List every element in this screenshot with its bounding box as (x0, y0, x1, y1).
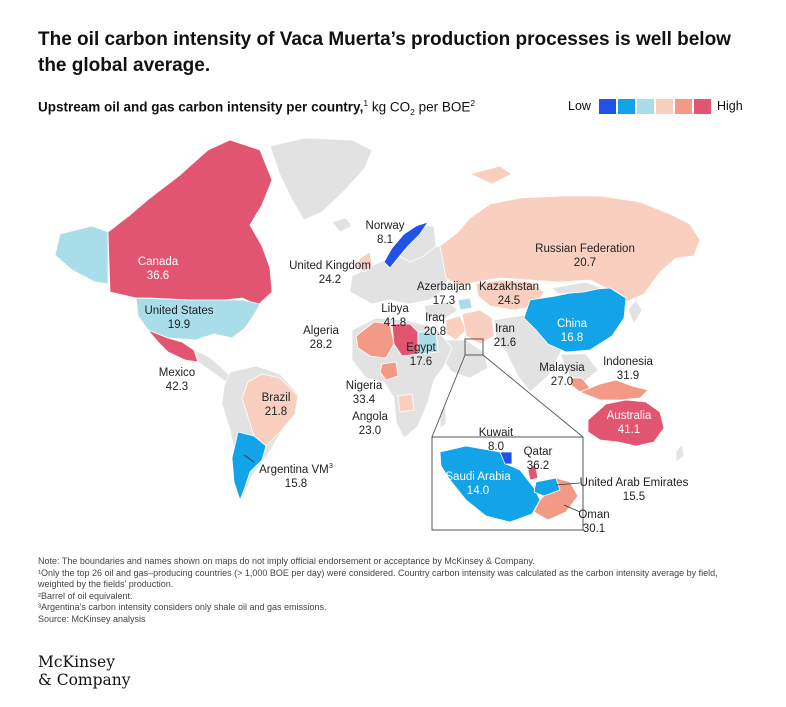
label-saudi-arabia: Saudi Arabia 14.0 (445, 471, 511, 497)
label-qatar: Qatar 36.2 (523, 446, 553, 472)
color-legend: Low High (568, 97, 743, 115)
legend-swatch-1 (598, 98, 616, 114)
legend-swatch-5 (674, 98, 692, 114)
legend-swatch-3 (636, 98, 654, 114)
logo-line-1: McKinsey (38, 653, 115, 671)
angola-shape (397, 393, 415, 413)
gulf-highlight-box (464, 338, 484, 356)
qatar-shape (527, 463, 539, 481)
source-line: Source: McKinsey analysis (38, 613, 146, 624)
label-libya: Libya 41.8 (381, 303, 409, 329)
footnote-2: ²Barrel of oil equivalent. (38, 590, 133, 601)
label-angola: Angola 23.0 (352, 411, 388, 437)
label-canada: Canada 36.6 (137, 256, 179, 282)
inset-connector-left (431, 354, 466, 438)
label-algeria: Algeria 28.2 (303, 325, 339, 351)
australia-shape (587, 399, 665, 447)
oman-shape (533, 477, 579, 521)
label-norway: Norway 8.1 (365, 220, 405, 246)
label-mexico: Mexico 42.3 (158, 367, 196, 393)
argentina-shape (231, 431, 267, 501)
chart-title: The oil carbon intensity of Vaca Muerta’… (38, 29, 731, 76)
label-china: China 16.8 (556, 318, 588, 344)
label-nigeria: Nigeria 33.4 (345, 380, 383, 406)
leader-line-oman (563, 504, 581, 513)
subtitle-unit-sub: 2 (410, 107, 415, 118)
label-united-arab-emirates: United Arab Emirates 15.5 (579, 477, 689, 503)
note-line: Note: The boundaries and names shown on … (38, 556, 535, 566)
label-united-states: United States 19.9 (144, 305, 214, 331)
algeria-shape (355, 321, 395, 359)
legend-swatch-6 (693, 98, 711, 114)
iceland-shape (331, 217, 353, 233)
label-russian-federation: Russian Federation 20.7 (535, 243, 635, 269)
russia-shape (439, 195, 701, 303)
footnote-1: ¹Only the top 26 oil and gas–producing c… (38, 567, 718, 590)
leader-line-argentina (243, 454, 255, 463)
egypt-shape (417, 331, 439, 355)
label-united-kingdom: United Kingdom 24.2 (289, 260, 371, 286)
kuwait-shape (499, 451, 513, 465)
label-brazil: Brazil 21.8 (261, 392, 291, 418)
subtitle-unit-footnote: 2 (470, 98, 476, 108)
subtitle-main: Upstream oil and gas carbon intensity pe… (38, 99, 364, 115)
label-kazakhstan: Kazakhstan 24.5 (478, 281, 540, 307)
legend-high-label: High (716, 99, 743, 113)
japan-shape (627, 299, 643, 325)
leader-line-uae (555, 482, 581, 486)
legend-swatch-4 (655, 98, 673, 114)
nigeria-shape (379, 361, 399, 381)
mckinsey-logo: McKinsey & Company (38, 653, 131, 689)
label-oman: Oman 30.1 (578, 509, 610, 535)
legend-swatch-2 (617, 98, 635, 114)
iran-shape (461, 309, 495, 345)
label-iran: Iran 21.6 (493, 323, 517, 349)
mongolia-shape (551, 281, 603, 295)
turkey-shape (423, 301, 459, 319)
azerbaijan-shape (457, 297, 473, 311)
map-subtitle: Upstream oil and gas carbon intensity pe… (38, 94, 475, 121)
label-kuwait: Kuwait 8.0 (478, 427, 514, 453)
label-malaysia: Malaysia 27.0 (539, 362, 585, 388)
uk-shape (356, 251, 373, 273)
greenland-shape (269, 137, 373, 221)
inset-connector-right (482, 354, 584, 438)
alaska-shape (54, 225, 109, 285)
subtitle-footnote: 1 (363, 98, 369, 108)
iraq-shape (445, 315, 467, 341)
indonesia-shape (579, 379, 649, 401)
footnote-3: ³Argentina’s carbon intensity considers … (38, 602, 327, 612)
logo-line-2: & Company (38, 671, 131, 689)
label-azerbaijan: Azerbaijan 17.3 (416, 281, 472, 307)
norway-shape (383, 221, 429, 269)
brazil-shape (241, 373, 299, 447)
arctic-islands-shape (469, 165, 513, 185)
new-zealand-shape (675, 443, 685, 463)
label-egypt: Egypt 17.6 (406, 342, 436, 368)
southeast-asia-shape (559, 353, 599, 383)
footnotes: Note: The boundaries and names shown on … (38, 556, 738, 625)
label-australia: Australia 41.1 (606, 410, 652, 436)
subtitle-unit-per: per BOE (414, 99, 471, 115)
label-iraq: Iraq 20.8 (423, 312, 447, 338)
world-map (54, 137, 701, 531)
label-indonesia: Indonesia 31.9 (603, 356, 653, 382)
legend-low-label: Low (568, 99, 591, 113)
subtitle-unit: kg CO (368, 99, 411, 115)
label-argentina: Argentina VM3 15.8 (259, 461, 333, 490)
